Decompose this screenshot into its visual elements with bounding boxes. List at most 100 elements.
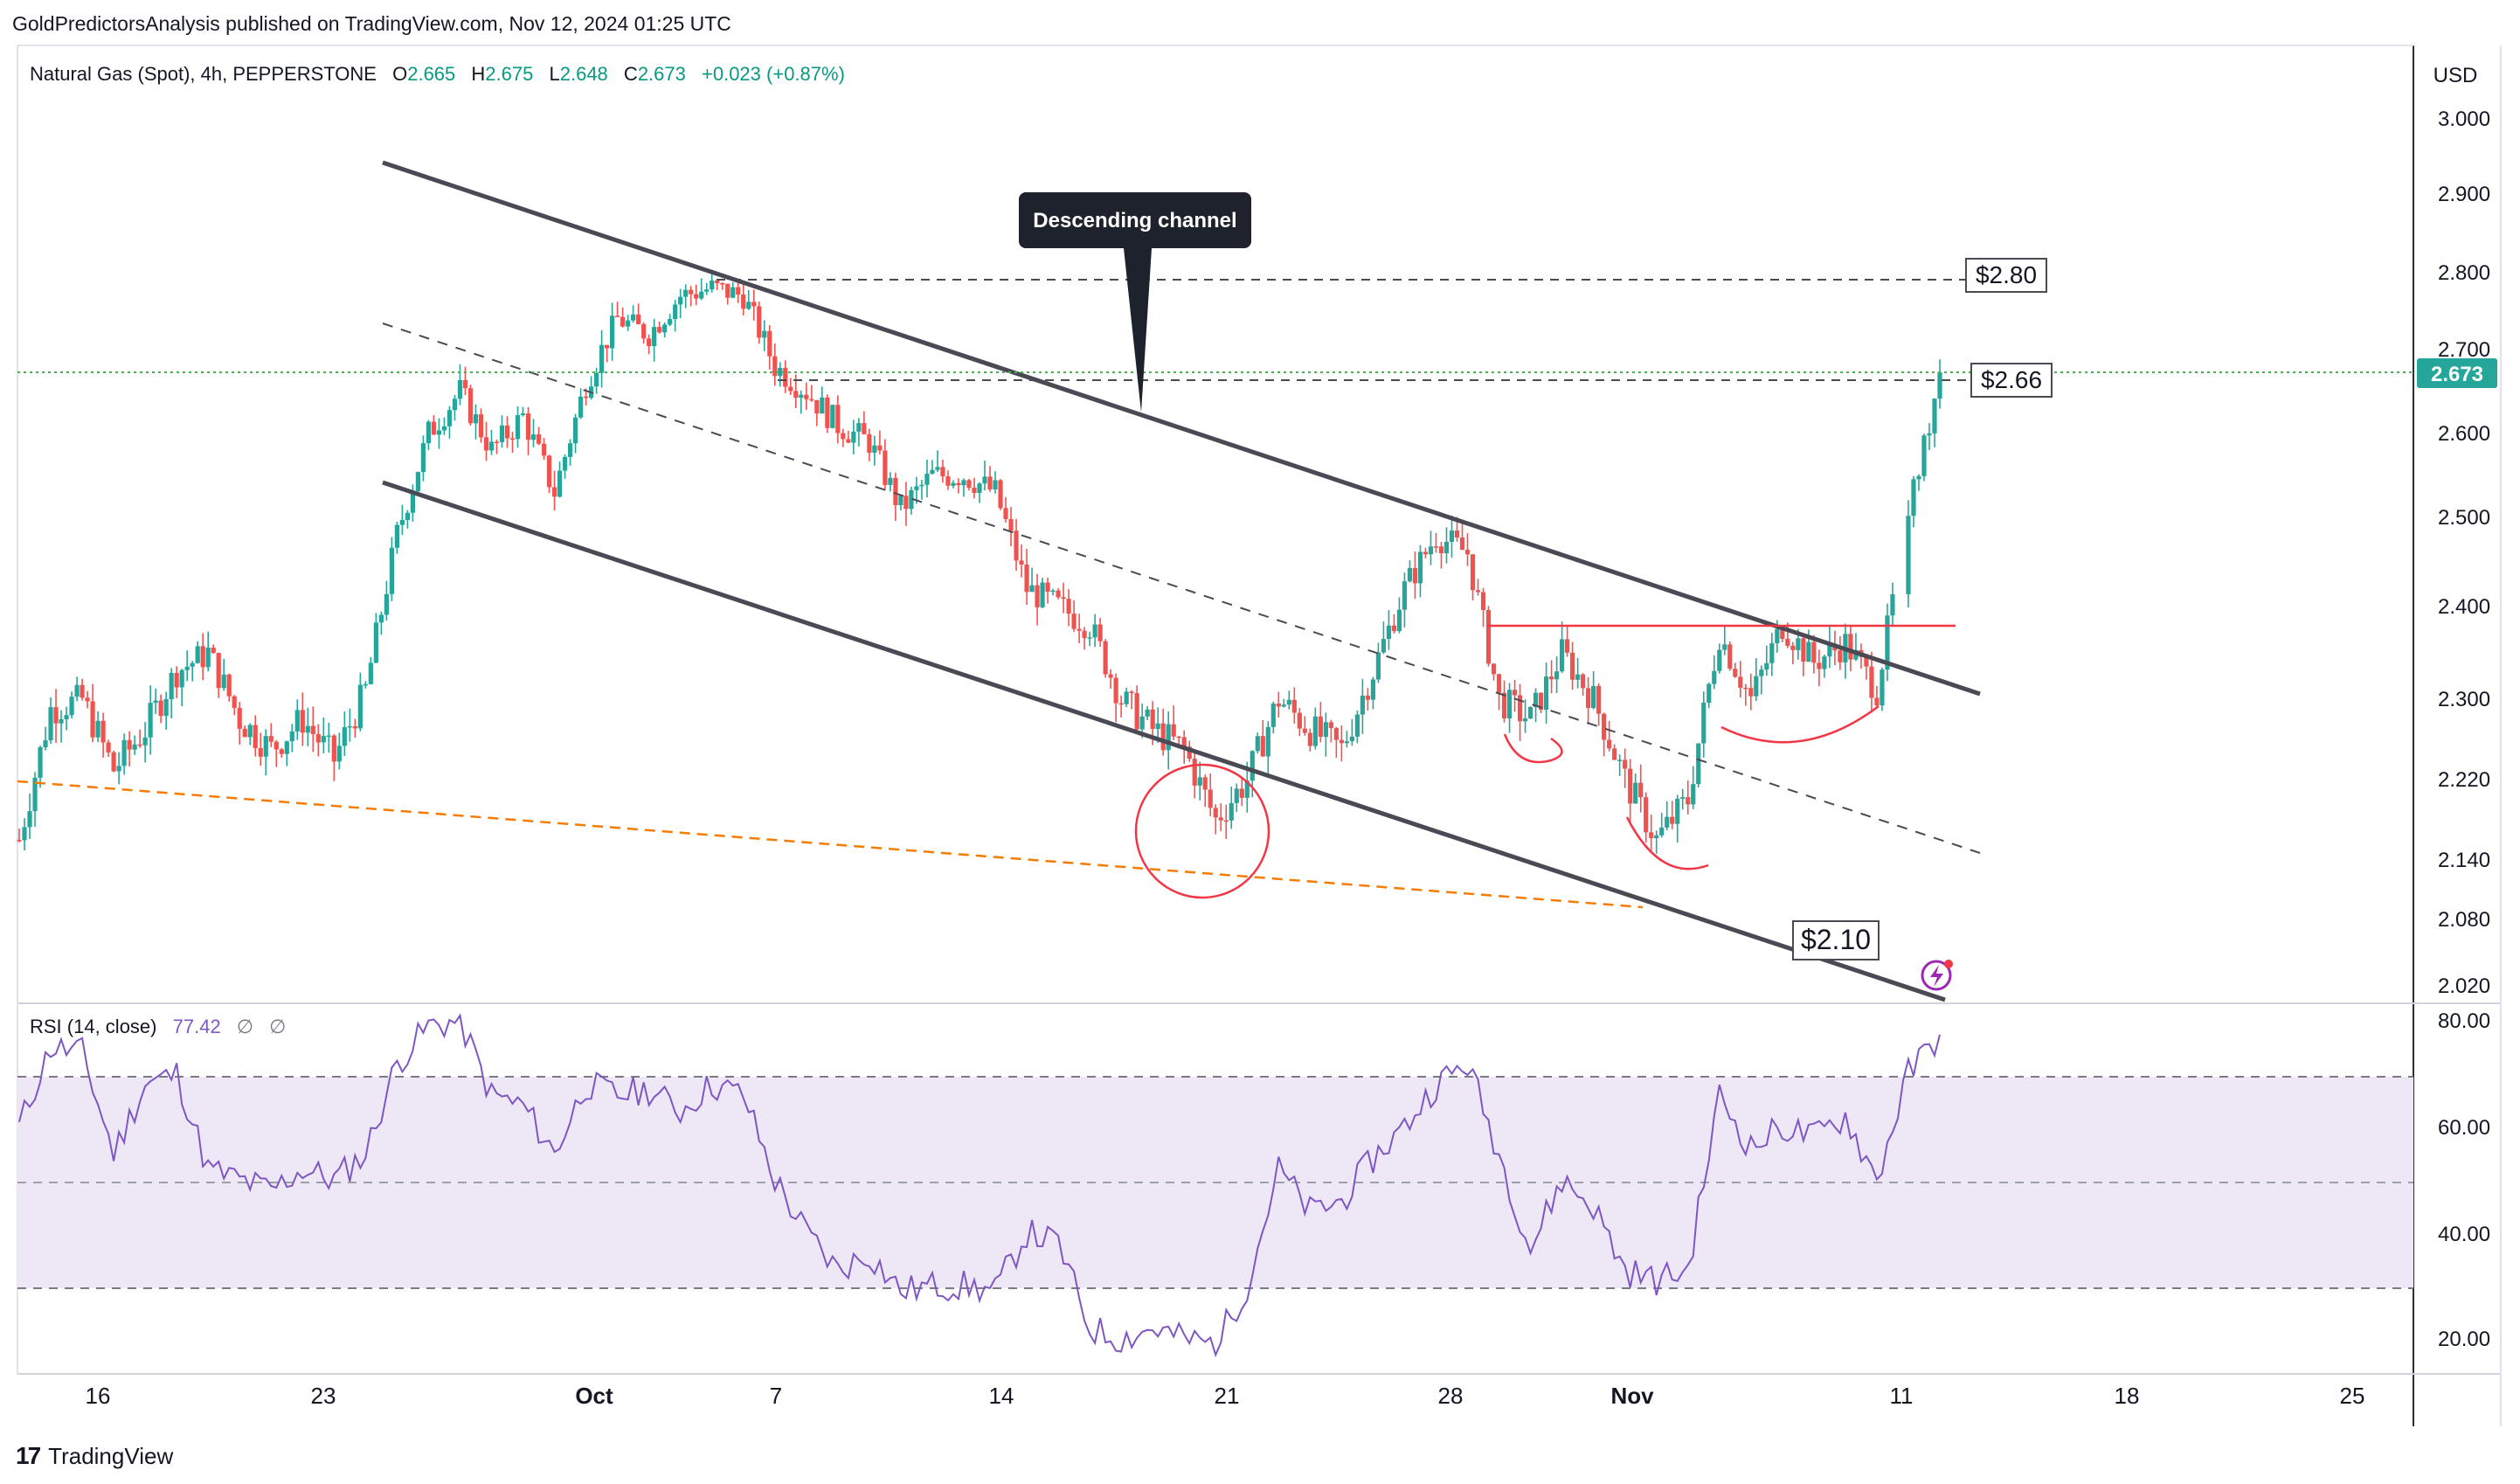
time-tick-label: 7 (770, 1383, 782, 1409)
candle-body (631, 314, 636, 321)
legend-o-value: 2.665 (407, 63, 455, 85)
candle-body (1838, 650, 1843, 662)
time-tick-label: 23 (311, 1383, 336, 1409)
candle-body (116, 766, 121, 772)
candle-body (567, 443, 573, 457)
candle-body (541, 443, 547, 456)
channel-upper-line[interactable] (382, 160, 1981, 697)
callout-descending-channel[interactable]: Descending channel (1019, 192, 1251, 413)
candle-body (431, 421, 437, 435)
candle-body (940, 467, 945, 477)
candle-body (1665, 816, 1670, 828)
candle-body (757, 306, 762, 338)
candle-body (562, 456, 568, 471)
candle-body (1890, 594, 1895, 616)
candle-body (100, 720, 106, 743)
candle-body (856, 423, 862, 432)
candle-body (321, 736, 326, 743)
candle-body (1475, 590, 1481, 593)
candle-body (914, 486, 919, 490)
candle-body (668, 318, 673, 325)
candle-body (232, 696, 237, 709)
candle-body (909, 489, 914, 510)
candle-body (1066, 599, 1071, 614)
candle-body (1727, 644, 1733, 669)
candle-body (1911, 479, 1916, 517)
candle-body (342, 727, 347, 746)
candle-body (893, 477, 898, 506)
candle-body (1827, 643, 1832, 657)
rsi-axis[interactable]: 80.00 60.00 40.00 20.00 (2438, 1009, 2490, 1351)
candle-body (142, 737, 148, 745)
svg-text:Natural Gas (Spot), 4h, PEPPER: Natural Gas (Spot), 4h, PEPPERSTONE O2.6… (30, 63, 845, 85)
candle-body (1003, 508, 1008, 519)
currency-label[interactable]: USD (2433, 64, 2478, 87)
price-axis[interactable]: 3.000 2.900 2.800 2.700 2.600 2.500 2.400 2.300… (2438, 107, 2490, 998)
candle-body (1024, 564, 1029, 593)
last-price-text: 2.673 (2431, 363, 2483, 386)
alert-lightning-icon[interactable] (1921, 960, 1953, 991)
arc-left-shoulder[interactable] (1503, 733, 1563, 764)
candle-body (1607, 739, 1612, 749)
candle-body (1449, 530, 1455, 542)
candle-body (1008, 518, 1014, 531)
candle-body (783, 367, 788, 387)
tradingview-logo[interactable]: 17 TradingView (16, 1442, 173, 1470)
candle-body (1386, 625, 1392, 640)
candle-body (919, 484, 924, 487)
candle-body (657, 327, 662, 333)
price-tick-label: 2.700 (2438, 338, 2490, 362)
candle-body (525, 413, 531, 440)
label-266[interactable]: $2.66 (1970, 363, 2053, 398)
candle-body (1748, 688, 1754, 697)
candle-body (158, 700, 163, 717)
candle-body (1506, 690, 1513, 719)
candle-body (1187, 746, 1192, 759)
candle-body (1712, 670, 1717, 684)
channel-lower-line[interactable] (382, 480, 1946, 1002)
time-tick-label: 21 (1215, 1383, 1240, 1409)
label-210[interactable]: $2.10 (1792, 920, 1880, 960)
candle-body (1349, 736, 1354, 742)
candle-body (1470, 554, 1476, 591)
time-axis[interactable]: 16 23 Oct 7 14 21 28 Nov 11 18 25 (86, 1383, 2365, 1409)
label-280[interactable]: $2.80 (1965, 258, 2047, 293)
arc-right-shoulder[interactable] (1720, 705, 1880, 744)
candle-body (467, 388, 474, 424)
candle-body (951, 482, 956, 486)
time-tick-label: 18 (2115, 1383, 2140, 1409)
candle-body (1927, 433, 1932, 436)
candle-body (1538, 692, 1544, 711)
channel-mid-line[interactable] (382, 322, 1981, 854)
candle-body (1265, 726, 1270, 757)
candle-body (1527, 706, 1533, 719)
candle-body (652, 327, 657, 347)
arc-head[interactable] (1625, 816, 1709, 870)
candle-body (263, 736, 268, 757)
bottom-circle[interactable] (1134, 763, 1270, 899)
candle-body (1649, 832, 1654, 839)
legend-o-label: O (392, 63, 407, 85)
candle-body (1617, 759, 1623, 761)
candle-body (572, 417, 578, 444)
candle-body (1291, 699, 1297, 713)
candle-body (190, 662, 195, 667)
candle-body (610, 316, 615, 349)
candle-body (111, 752, 116, 772)
price-tick-label: 2.300 (2438, 688, 2490, 711)
candle-body (294, 710, 300, 732)
candle-body (32, 777, 38, 812)
candle-body (788, 386, 793, 392)
candle-body (1381, 639, 1387, 653)
candle-body (1743, 687, 1748, 690)
candle-body (121, 739, 127, 766)
candle-body (1522, 718, 1528, 722)
candle-body (851, 431, 856, 443)
candle-body (1491, 663, 1497, 675)
candle-body (1785, 638, 1790, 646)
orange-support-line[interactable] (17, 780, 1644, 909)
candle-body (268, 736, 273, 742)
candle-body (1045, 582, 1050, 592)
callout-text: Descending channel (1033, 209, 1236, 232)
